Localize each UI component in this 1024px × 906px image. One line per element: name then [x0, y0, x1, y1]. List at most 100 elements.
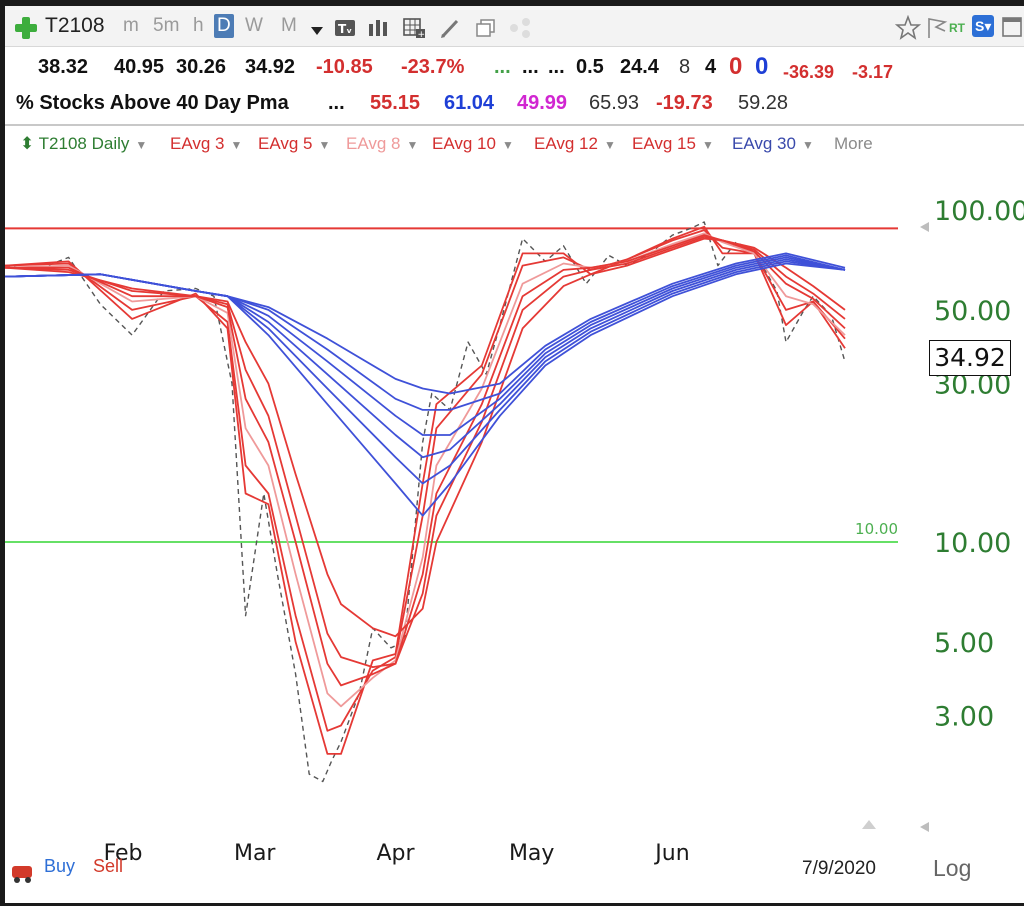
stat-value: 59.28 [738, 92, 789, 114]
sell-button[interactable]: Sell [93, 856, 124, 876]
text-tool-icon[interactable]: Tᵥ [334, 18, 356, 38]
quote-value: ... [494, 56, 511, 78]
legend-caret-icon[interactable]: ▼ [801, 138, 814, 152]
scroll-arrow-icon [862, 820, 876, 829]
quote-value: 0 [755, 53, 769, 80]
add-symbol-icon[interactable] [15, 17, 37, 39]
star-icon[interactable] [895, 15, 921, 41]
legend-label: EAvg 5 [258, 134, 313, 153]
legend-caret-icon[interactable]: ▼ [701, 138, 714, 152]
moving-average-line [4, 225, 846, 755]
quote-value: 0 [729, 53, 743, 80]
legend-item[interactable]: EAvg 8 ▼ [346, 134, 418, 154]
current-value-box: 34.92 [929, 340, 1011, 376]
scroll-arrow-icon [920, 822, 929, 832]
legend-item[interactable]: EAvg 12 ▼ [534, 134, 616, 154]
legend-item[interactable]: EAvg 5 ▼ [258, 134, 330, 154]
quote-value: -36.39 [783, 62, 835, 82]
legend-item[interactable]: More [834, 134, 873, 154]
y-tick-label: 5.00 [934, 628, 994, 659]
legend-item[interactable]: ⬍ T2108 Daily ▼ [20, 134, 147, 154]
legend-caret-icon[interactable]: ▼ [501, 138, 514, 152]
legend-item[interactable]: EAvg 15 ▼ [632, 134, 714, 154]
svg-text:+: + [418, 30, 426, 38]
legend-label: EAvg 12 [534, 134, 598, 153]
stat-value: 61.04 [444, 92, 495, 114]
timeframe-dropdown-icon[interactable] [311, 27, 323, 35]
stat-value: 55.15 [370, 92, 421, 114]
quote-value: 24.4 [620, 56, 659, 78]
moving-average-line [4, 229, 846, 732]
settings-badge[interactable]: S▾ [972, 15, 995, 37]
bar-chart-icon[interactable] [367, 18, 389, 38]
legend-caret-icon[interactable]: ▼ [318, 138, 331, 152]
legend-label: More [834, 134, 873, 153]
symbol-label[interactable]: T2108 [45, 14, 105, 37]
quote-value: ... [522, 56, 539, 78]
stat-value: 49.99 [517, 92, 568, 114]
timeframe-5min[interactable]: 5m [153, 15, 180, 36]
quote-value: 38.32 [38, 56, 89, 78]
legend-caret-icon[interactable]: ▼ [230, 138, 243, 152]
quote-value: 34.92 [245, 56, 296, 78]
trade-icon[interactable] [10, 858, 38, 888]
last-date-label: 7/9/2020 [802, 858, 876, 879]
layers-icon[interactable] [475, 18, 497, 38]
reference-line-label: 10.00 [855, 520, 898, 538]
buy-button[interactable]: Buy [44, 856, 76, 876]
window-border-left [0, 0, 5, 906]
quote-value: 4 [705, 56, 717, 78]
legend-label: EAvg 30 [732, 134, 796, 153]
x-tick-label: Apr [376, 841, 415, 866]
legend-label: EAvg 3 [170, 134, 225, 153]
flag-icon[interactable] [925, 16, 949, 40]
quote-value: 0.5 [576, 56, 604, 78]
log-scale-toggle[interactable]: Log [933, 855, 972, 881]
maximize-icon[interactable] [1001, 16, 1023, 38]
moving-average-line [4, 256, 846, 436]
quote-value: -10.85 [316, 56, 373, 78]
scroll-up-arrow-icon [920, 222, 929, 232]
x-tick-label: Mar [234, 841, 276, 866]
legend-caret-icon[interactable]: ▼ [406, 138, 419, 152]
legend-item[interactable]: EAvg 3 ▼ [170, 134, 242, 154]
timeframe-hour[interactable]: h [193, 15, 204, 36]
x-tick-label: Jun [653, 841, 689, 866]
moving-average-line [4, 252, 846, 395]
chart-panel [5, 124, 1024, 905]
moving-average-line [4, 237, 846, 638]
y-tick-label: 50.00 [934, 296, 1011, 327]
timeframe-weekly[interactable]: W [245, 15, 263, 36]
quote-value: 40.95 [114, 56, 165, 78]
legend-label: EAvg 15 [632, 134, 696, 153]
y-tick-label: 100.00 [934, 196, 1024, 227]
legend-caret-icon[interactable]: ▼ [603, 138, 616, 152]
quote-value: 30.26 [176, 56, 227, 78]
stat-value: 65.93 [589, 92, 640, 114]
legend-caret-icon[interactable]: ▼ [135, 138, 148, 152]
quote-value: -23.7% [401, 56, 465, 78]
window-border-bottom [0, 903, 1024, 906]
moving-average-line [4, 260, 846, 485]
x-tick-label: Feb [104, 841, 143, 866]
legend-item[interactable]: EAvg 10 ▼ [432, 134, 514, 154]
y-tick-label: 10.00 [934, 528, 1011, 559]
svg-text:Tᵥ: Tᵥ [338, 22, 352, 36]
legend-label: EAvg 8 [346, 134, 401, 153]
legend-item[interactable]: EAvg 30 ▼ [732, 134, 814, 154]
quote-value: 8 [679, 56, 691, 78]
window-border-top [0, 0, 1024, 6]
stat-value: -19.73 [656, 92, 713, 114]
add-indicator-icon[interactable]: + [403, 18, 425, 38]
share-icon[interactable] [509, 18, 531, 38]
indicator-name: % Stocks Above 40 Day Pma [16, 92, 289, 114]
timeframe-1min[interactable]: m [123, 15, 139, 36]
timeframe-daily[interactable]: D [214, 14, 234, 38]
timeframe-monthly[interactable]: M [281, 15, 297, 36]
name-ellipsis: ... [328, 92, 345, 114]
pencil-icon[interactable] [439, 18, 461, 38]
y-tick-label: 3.00 [934, 702, 994, 733]
realtime-badge[interactable]: RT [949, 21, 965, 35]
moving-average-line [5, 234, 846, 687]
